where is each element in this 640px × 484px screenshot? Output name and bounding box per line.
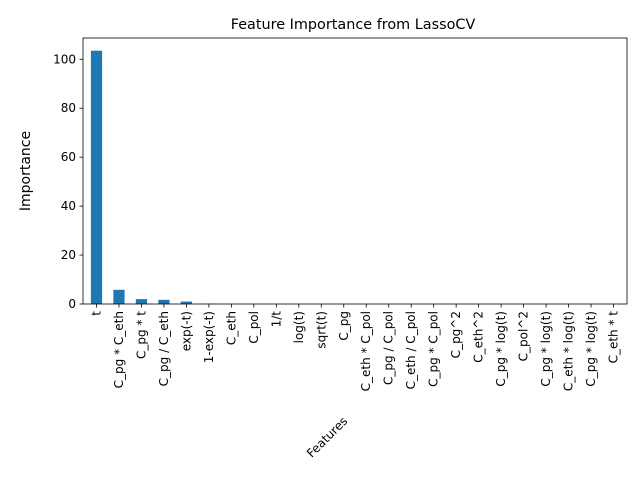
y-tick-label-3: 60 xyxy=(61,150,76,164)
x-tick-label-15: C_pg * C_pol xyxy=(427,311,441,387)
y-axis-label: Importance xyxy=(18,131,34,211)
x-tick-label-3: C_pg / C_eth xyxy=(157,311,171,386)
x-tick-label-14: C_eth / C_pol xyxy=(404,311,418,389)
bars-group xyxy=(91,51,215,304)
x-tick-label-13: C_pg / C_pol xyxy=(382,311,396,385)
x-tick-label-10: sqrt(t) xyxy=(314,311,328,349)
x-tick-label-2: C_pg * t xyxy=(134,311,148,359)
x-tick-label-12: C_eth * C_pol xyxy=(359,311,373,391)
bar-0 xyxy=(91,51,102,304)
y-tick-label-4: 80 xyxy=(61,101,76,115)
y-tick-label-0: 0 xyxy=(68,297,76,311)
x-tick-label-11: C_pg xyxy=(337,311,351,341)
x-tick-label-1: C_pg * C_eth xyxy=(112,311,126,388)
x-tick-label-7: C_pol xyxy=(247,311,261,344)
x-tick-label-17: C_eth^2 xyxy=(472,311,486,363)
y-axis: 0 20 40 60 80 100 xyxy=(53,52,83,311)
bar-3 xyxy=(158,300,169,304)
x-tick-label-20: C_pg * log(t) xyxy=(539,311,553,387)
x-axis-label: Features xyxy=(304,414,350,460)
bar-2 xyxy=(136,299,147,304)
chart-title: Feature Importance from LassoCV xyxy=(231,17,476,33)
plot-frame xyxy=(83,38,627,304)
x-tick-label-16: C_pg^2 xyxy=(449,311,463,358)
x-tick-label-5: 1-exp(-t) xyxy=(202,311,216,363)
x-tick-label-22: C_pg * log(t) xyxy=(584,311,598,387)
x-tick-label-8: 1/t xyxy=(269,311,283,328)
x-axis: t C_pg * C_eth C_pg * t C_pg / C_eth exp(-t)… xyxy=(89,304,620,391)
y-tick-label-1: 20 xyxy=(61,248,76,262)
x-tick-label-23: C_eth * t xyxy=(607,311,621,364)
bar-1 xyxy=(113,290,124,304)
x-tick-label-19: C_pol^2 xyxy=(517,311,531,361)
y-tick-label-2: 40 xyxy=(61,199,76,213)
x-tick-label-0: t xyxy=(89,311,103,316)
x-tick-label-6: C_eth xyxy=(224,311,238,345)
x-tick-label-9: log(t) xyxy=(292,311,306,343)
x-tick-label-4: exp(-t) xyxy=(179,311,193,351)
y-tick-label-5: 100 xyxy=(53,52,76,66)
x-tick-label-18: C_pg * log(t) xyxy=(494,311,508,387)
x-tick-label-21: C_eth * log(t) xyxy=(562,311,576,391)
